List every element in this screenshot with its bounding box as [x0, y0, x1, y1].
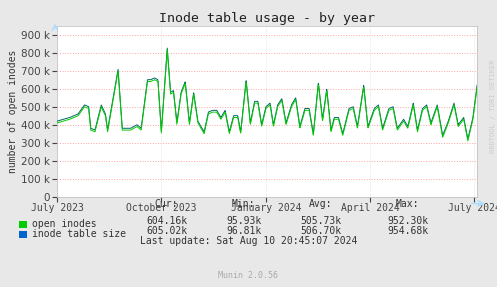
Text: inode table size: inode table size: [32, 230, 126, 239]
Text: 506.70k: 506.70k: [300, 226, 341, 236]
Text: 952.30k: 952.30k: [387, 216, 428, 226]
Y-axis label: number of open inodes: number of open inodes: [8, 50, 18, 173]
Text: Cur:: Cur:: [155, 199, 178, 209]
Text: 95.93k: 95.93k: [226, 216, 261, 226]
Text: Min:: Min:: [232, 199, 255, 209]
Text: RRDTOOL / TOBI OETIKER: RRDTOOL / TOBI OETIKER: [490, 59, 496, 153]
Text: 604.16k: 604.16k: [146, 216, 187, 226]
Text: Last update: Sat Aug 10 20:45:07 2024: Last update: Sat Aug 10 20:45:07 2024: [140, 236, 357, 246]
Title: Inode table usage - by year: Inode table usage - by year: [159, 12, 375, 25]
Text: 605.02k: 605.02k: [146, 226, 187, 236]
Text: Max:: Max:: [396, 199, 419, 209]
Text: Avg:: Avg:: [309, 199, 332, 209]
Text: 505.73k: 505.73k: [300, 216, 341, 226]
Text: 96.81k: 96.81k: [226, 226, 261, 236]
Text: Munin 2.0.56: Munin 2.0.56: [219, 272, 278, 280]
Text: open inodes: open inodes: [32, 220, 97, 229]
Text: 954.68k: 954.68k: [387, 226, 428, 236]
